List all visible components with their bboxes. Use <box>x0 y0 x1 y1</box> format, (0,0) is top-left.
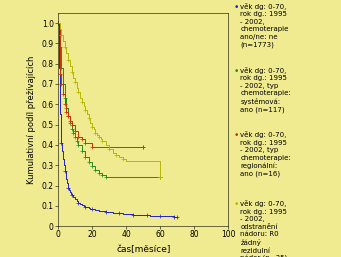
Text: věk dg: 0-70,
rok dg.: 1995
- 2002,
odstranění
nádoru: R0
žádný
rezidulní
nádor : věk dg: 0-70, rok dg.: 1995 - 2002, odst… <box>240 200 288 257</box>
Text: věk dg: 0-70,
rok dg.: 1995
- 2002, typ
chemoterapie:
regionální:
ano (n=16): věk dg: 0-70, rok dg.: 1995 - 2002, typ … <box>240 131 291 177</box>
X-axis label: čas[měsíce]: čas[měsíce] <box>116 245 170 254</box>
Text: věk dg: 0-70,
rok dg.: 1995
- 2002,
chemoterapie
ano/ne: ne
(n=1773): věk dg: 0-70, rok dg.: 1995 - 2002, chem… <box>240 3 289 48</box>
Text: věk dg: 0-70,
rok dg.: 1995
- 2002, typ
chemoterapie:
systémová:
ano (n=117): věk dg: 0-70, rok dg.: 1995 - 2002, typ … <box>240 67 291 113</box>
Text: •: • <box>234 200 239 209</box>
Text: •: • <box>234 131 239 140</box>
Text: •: • <box>234 67 239 76</box>
Text: •: • <box>234 3 239 12</box>
Y-axis label: Kumulativní podíl přežívajících: Kumulativní podíl přežívajících <box>27 55 36 184</box>
